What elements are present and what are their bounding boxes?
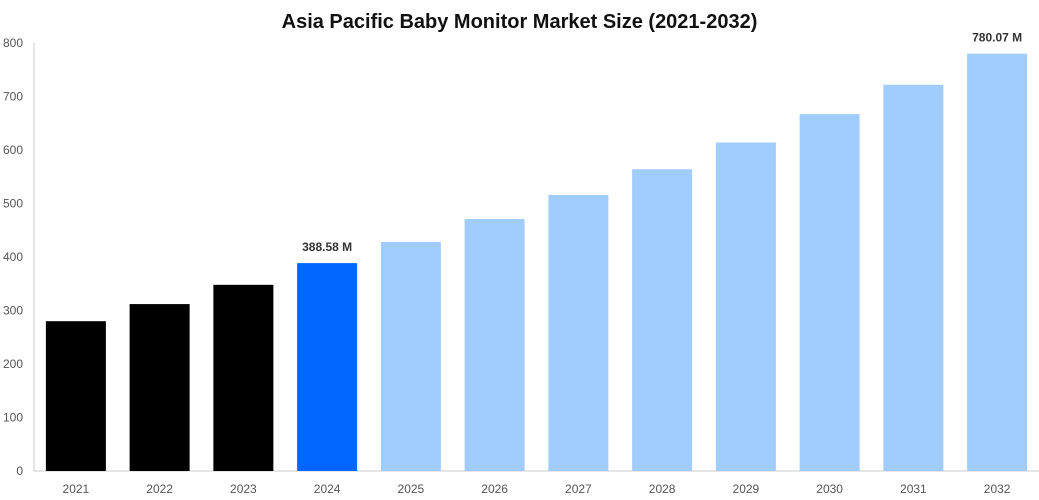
bar-2028 bbox=[632, 169, 693, 471]
bar-2026 bbox=[464, 219, 525, 471]
bar-2031 bbox=[883, 84, 944, 471]
y-tick-label: 0 bbox=[16, 464, 23, 478]
y-tick-label: 600 bbox=[3, 143, 23, 157]
bar-2025 bbox=[380, 242, 441, 471]
data-label-2024: 388.58 M bbox=[302, 240, 352, 254]
y-axis: 0 100 200 300 400 500 600 700 800 bbox=[3, 36, 35, 478]
bar-2027 bbox=[548, 194, 609, 471]
x-tick-label: 2023 bbox=[230, 482, 257, 496]
x-tick-label: 2024 bbox=[314, 482, 341, 496]
x-axis: 2021 2022 2023 2024 2025 2026 2027 2028 2029 2030… bbox=[34, 470, 1039, 496]
x-tick-label: 2027 bbox=[565, 482, 592, 496]
bar-2032 bbox=[967, 53, 1028, 472]
data-labels: 388.58 M 780.07 M bbox=[302, 31, 1022, 254]
y-tick-label: 100 bbox=[3, 411, 23, 425]
chart-title: Asia Pacific Baby Monitor Market Size (2… bbox=[282, 11, 758, 33]
x-tick-label: 2031 bbox=[900, 482, 927, 496]
x-tick-label: 2030 bbox=[816, 482, 843, 496]
bar-2024 bbox=[297, 263, 358, 471]
bar-2029 bbox=[715, 142, 776, 471]
bars bbox=[45, 53, 1028, 472]
x-tick-label: 2021 bbox=[63, 482, 90, 496]
y-tick-label: 300 bbox=[3, 304, 23, 318]
y-tick-label: 400 bbox=[3, 250, 23, 264]
x-tick-label: 2026 bbox=[481, 482, 508, 496]
x-tick-label: 2032 bbox=[984, 482, 1011, 496]
y-tick-label: 500 bbox=[3, 197, 23, 211]
y-tick-label: 700 bbox=[3, 90, 23, 104]
x-tick-label: 2029 bbox=[733, 482, 760, 496]
y-tick-label: 200 bbox=[3, 357, 23, 371]
x-tick-label: 2022 bbox=[146, 482, 173, 496]
y-tick-label: 800 bbox=[3, 36, 23, 50]
bar-2022 bbox=[129, 304, 190, 471]
x-tick-label: 2028 bbox=[649, 482, 676, 496]
data-label-2032: 780.07 M bbox=[972, 31, 1022, 45]
bar-2023 bbox=[213, 284, 274, 471]
bar-2030 bbox=[799, 114, 860, 471]
x-tick-label: 2025 bbox=[398, 482, 425, 496]
bar-2021 bbox=[45, 321, 106, 471]
